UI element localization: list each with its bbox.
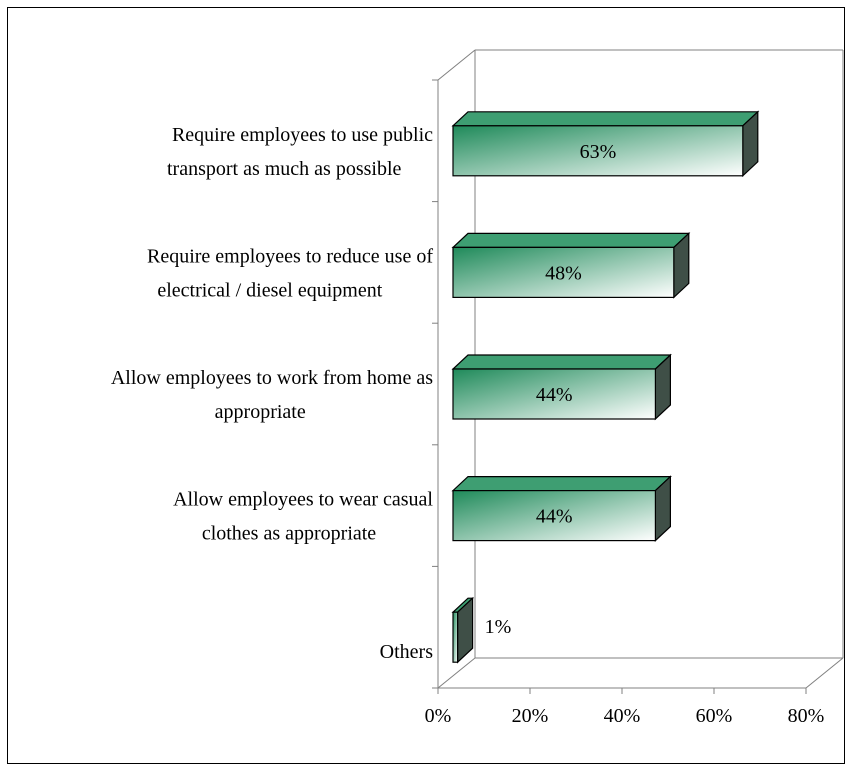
- category-label: Allow employees to work from home as: [111, 367, 433, 389]
- data-label: 63%: [580, 141, 617, 163]
- labels: 0% 20% 40% 60% 80% 63% Require employees to us…: [111, 124, 825, 727]
- category-label: Allow employees to wear casual: [173, 489, 433, 511]
- bars: [451, 110, 760, 664]
- x-tick-label: 20%: [512, 705, 549, 727]
- x-tick-label: 40%: [604, 705, 641, 727]
- data-label: 44%: [536, 506, 573, 528]
- x-tick-label: 80%: [788, 705, 825, 727]
- bar-group: [451, 110, 760, 178]
- category-label: Require employees to reduce use of: [147, 245, 433, 267]
- x-tick-label: 0%: [425, 705, 452, 727]
- bar-top-face: [451, 476, 672, 492]
- category-label: clothes as appropriate: [202, 523, 376, 545]
- bar-top-face: [451, 354, 672, 370]
- bar-group: [451, 475, 672, 542]
- category-label: Others: [380, 641, 434, 663]
- bar-group: [451, 596, 475, 664]
- bar: [452, 368, 656, 420]
- floor-left-edge: [437, 657, 476, 689]
- chart-frame: 0% 20% 40% 60% 80% 63% Require employees to us…: [7, 7, 845, 764]
- x-tick-label: 60%: [696, 705, 733, 727]
- floor-right-edge: [805, 657, 844, 689]
- bar: [452, 125, 744, 177]
- bar-group: [451, 232, 691, 299]
- data-label: 1%: [485, 616, 512, 638]
- bar-top-face: [451, 111, 760, 127]
- data-label: 44%: [536, 384, 573, 406]
- category-label: Require employees to use public: [172, 124, 433, 146]
- bar-chart: 0% 20% 40% 60% 80% 63% Require employees to us…: [111, 49, 844, 727]
- data-label: 48%: [545, 262, 582, 284]
- axes: [432, 49, 844, 694]
- category-label: electrical / diesel equipment: [157, 279, 382, 301]
- bar: [452, 246, 675, 298]
- side-wall-top-edge: [437, 49, 476, 81]
- bar-group: [451, 353, 672, 421]
- bar: [452, 490, 656, 542]
- bar: [452, 611, 459, 663]
- category-label: transport as much as possible: [167, 158, 402, 180]
- bar-top-face: [451, 232, 691, 248]
- category-label: appropriate: [215, 401, 306, 423]
